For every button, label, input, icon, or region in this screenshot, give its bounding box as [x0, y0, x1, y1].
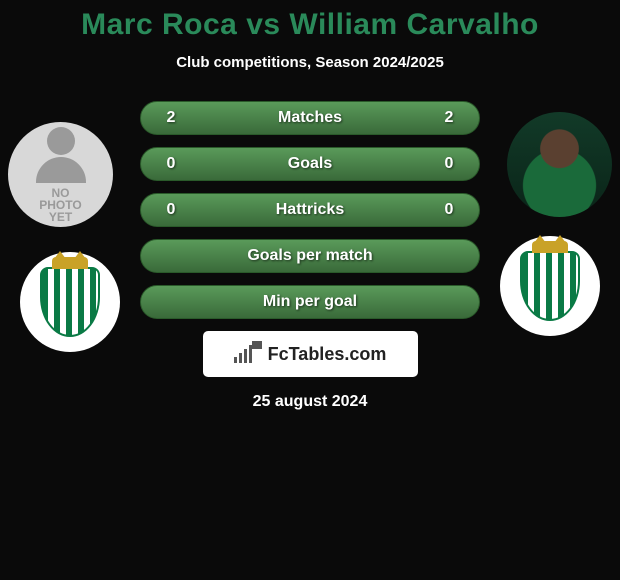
date-text: 25 august 2024 — [0, 393, 620, 411]
no-photo-placeholder: NO PHOTO YET — [8, 122, 113, 227]
stat-row: 0Goals0 — [140, 147, 480, 181]
subtitle-text: Club competitions, Season 2024/2025 — [0, 54, 620, 71]
club-badge-right — [500, 236, 600, 336]
stat-row: 2Matches2 — [140, 101, 480, 135]
stat-label: Goals — [185, 155, 435, 173]
club-badge-left — [20, 252, 120, 352]
player-right-photo — [507, 112, 612, 217]
stat-row: 0Hattricks0 — [140, 193, 480, 227]
stat-label: Min per goal — [185, 293, 435, 311]
bars-icon — [234, 345, 262, 363]
player-left-name: Marc Roca — [81, 8, 237, 41]
crest-icon — [40, 267, 100, 337]
stat-label: Goals per match — [185, 247, 435, 265]
stat-label: Hattricks — [185, 201, 435, 219]
stat-value-left: 0 — [157, 155, 185, 173]
stat-value-right: 2 — [435, 109, 463, 127]
player-right-face — [507, 112, 612, 217]
vs-separator: vs — [246, 8, 280, 41]
brand-badge: FcTables.com — [203, 331, 418, 377]
crest-icon — [520, 251, 580, 321]
stats-block: 2Matches20Goals00Hattricks0Goals per mat… — [140, 101, 480, 319]
page-title: Marc Roca vs William Carvalho — [0, 8, 620, 42]
player-right-name: William Carvalho — [289, 8, 538, 41]
stat-label: Matches — [185, 109, 435, 127]
player-left-photo: NO PHOTO YET — [8, 122, 113, 227]
stat-value-left: 0 — [157, 201, 185, 219]
stat-row: Goals per match — [140, 239, 480, 273]
stat-row: Min per goal — [140, 285, 480, 319]
stat-value-left: 2 — [157, 109, 185, 127]
stat-value-right: 0 — [435, 201, 463, 219]
stat-value-right: 0 — [435, 155, 463, 173]
brand-text: FcTables.com — [268, 344, 387, 365]
